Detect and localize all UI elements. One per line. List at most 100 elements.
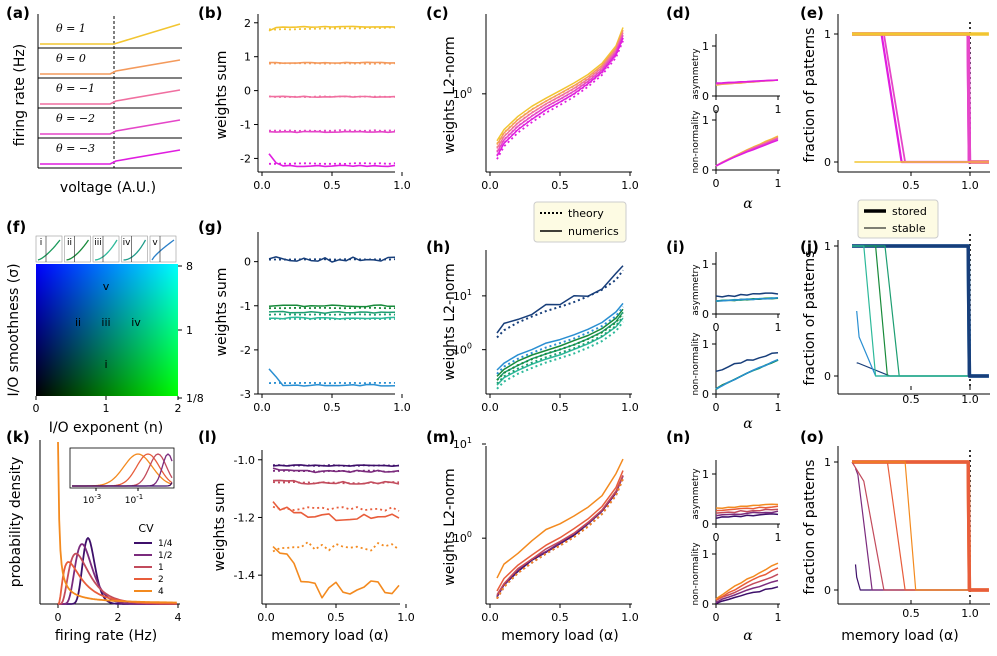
panel-label-a: (a)	[6, 4, 30, 22]
l-numerics-line	[272, 479, 400, 485]
n-asym-label: asymmetry	[691, 468, 701, 520]
a-theta-label: θ = 0	[56, 52, 86, 65]
j-ylabel: fraction of patterns	[802, 251, 818, 386]
c-ylabel: weights L2-norm	[442, 36, 458, 153]
m-theory-line	[496, 478, 624, 600]
k-legend-label: 1	[158, 563, 164, 573]
panel-e: 0.5 1.0 0 1 fraction of patterns	[802, 14, 990, 192]
o-xtick-label: 0.5	[902, 607, 920, 620]
l-xlabel: memory load (α)	[271, 628, 388, 644]
b-numerics-line	[268, 153, 396, 168]
d-asym-ytick-label: 1	[702, 40, 709, 53]
d-nn-ytick-label: 0	[702, 164, 709, 177]
m-numerics-line	[496, 475, 624, 597]
a-xlabel: voltage (A.U.)	[60, 180, 156, 196]
panel-label-l: (l)	[198, 428, 217, 446]
c-xtick-label: 1.0	[621, 179, 639, 192]
k-inset-tick-exp: -3	[94, 493, 101, 501]
m-numerics-line	[496, 474, 624, 596]
j-ytick-label: 1	[824, 240, 831, 253]
h-theory-line	[496, 269, 624, 339]
n-asymmetry-line	[715, 513, 779, 520]
f-inset-box	[64, 235, 91, 263]
f-inset-box	[35, 235, 63, 263]
panel-o: 0.5 1.0 0 1 fraction of patterns memory loa…	[802, 446, 990, 644]
m-xlabel: memory load (α)	[501, 628, 618, 644]
k-legend-label: 1/4	[158, 539, 173, 549]
f-inset-label: v	[152, 238, 158, 248]
j-ytick-label: 0	[824, 370, 831, 383]
n-nn-ytick-label: 1	[702, 548, 709, 561]
i-asym-ytick-label: 0	[702, 308, 709, 321]
n-asym-ytick-label: 0	[702, 518, 709, 531]
h-theory-line	[496, 312, 624, 381]
k-legend-title: CV	[138, 522, 154, 535]
b-numerics-line	[268, 130, 396, 134]
m-theory-line	[496, 478, 624, 600]
a-transfer-curve	[40, 119, 181, 135]
i-asymmetry-line	[715, 292, 779, 298]
h-numerics-line	[496, 265, 624, 334]
a-ylabel: firing rate (Hz)	[12, 44, 28, 146]
f-inset-curve	[37, 239, 61, 261]
b-ytick-label: -2	[240, 152, 251, 165]
i-nn-ytick-label: 1	[702, 338, 709, 351]
panel-label-h: (h)	[426, 238, 450, 256]
o-stable-line	[852, 461, 968, 591]
g-xtick-label: 1.0	[393, 401, 411, 414]
g-numerics-line	[268, 368, 396, 387]
l-ytick-label: -1.2	[234, 511, 255, 524]
h-xtick-label: 0.0	[481, 401, 499, 414]
b-numerics-line	[269, 61, 395, 64]
f-inset-curve	[94, 239, 118, 261]
f-inset-box	[121, 235, 148, 263]
f-xlabel: I/O exponent (n)	[49, 420, 164, 436]
f-inset-box	[92, 235, 120, 263]
j-xtick-label: 1.0	[961, 393, 979, 406]
i-top-xtick-label: 0	[713, 321, 720, 334]
h-ylabel: weights L2-norm	[442, 263, 458, 380]
a-transfer-curve	[40, 89, 181, 105]
b-numerics-line	[268, 25, 396, 32]
stable-legend-label: stable	[892, 222, 926, 235]
o-xlabel: memory load (α)	[841, 628, 958, 644]
k-xlabel: firing rate (Hz)	[55, 628, 157, 644]
f-inset-curve	[123, 239, 147, 261]
d-top-xtick-label: 1	[775, 103, 782, 116]
n-asymmetry-line	[715, 510, 779, 517]
l-numerics-line	[272, 464, 400, 467]
f-xtick-label: 1	[103, 402, 110, 415]
k-xtick-label: 4	[175, 611, 182, 624]
l-theory-line	[272, 505, 400, 512]
o-xtick-label: 1.0	[961, 607, 979, 620]
n-nonnormality-line	[715, 562, 779, 600]
e-stable-line	[852, 33, 968, 163]
i-asym-label: asymmetry	[691, 264, 701, 316]
stored-stable-legend: stored stable	[857, 199, 939, 239]
a-theta-label: θ = −2	[56, 112, 95, 125]
k-inset-tick-label: 10-1	[125, 493, 143, 506]
m-ytick-exp: 1	[467, 436, 472, 445]
m-xtick-label: 1.0	[621, 611, 639, 624]
l-xtick-label: 0.0	[257, 611, 275, 624]
b-ylabel: weights sum	[214, 51, 230, 140]
f-point-ii: ii	[75, 316, 81, 329]
o-stable-line	[854, 564, 968, 591]
panel-g: 0.0 0.5 1.0 0 -1 -2 -3 weights sum	[214, 232, 411, 414]
g-ytick-label: 0	[244, 256, 251, 269]
m-ytick-label: 101	[453, 436, 472, 451]
d-asym-ytick-label: 0	[702, 90, 709, 103]
c-numerics-line	[496, 32, 624, 149]
j-xtick-label: 0.5	[902, 393, 920, 406]
h-xtick-label: 0.5	[551, 401, 569, 414]
m-theory-line	[496, 478, 624, 600]
panel-label-d: (d)	[666, 4, 690, 22]
n-nonnorm-label: non-normality	[691, 542, 701, 606]
d-nn-ytick-label: 1	[702, 114, 709, 127]
c-numerics-line	[496, 34, 624, 153]
a-theta-label: θ = 1	[56, 22, 86, 35]
